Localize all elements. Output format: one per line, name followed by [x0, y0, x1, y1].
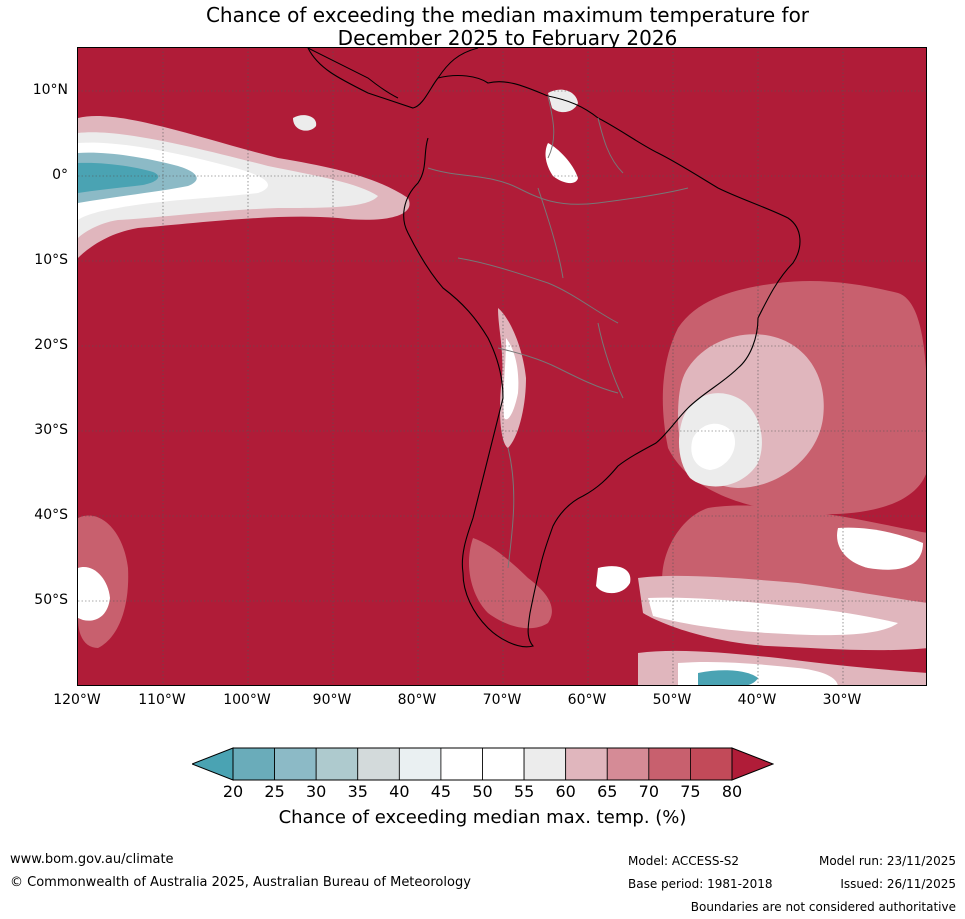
colorbar-cell — [232, 747, 275, 781]
lat-label-30s: 30°S — [34, 422, 68, 438]
lat-label-20s: 20°S — [34, 337, 68, 353]
country-borders — [427, 95, 689, 569]
colorbar-tick-label: 60 — [555, 782, 576, 801]
colorbar-cell — [690, 747, 733, 781]
colorbar-tick-label: 65 — [597, 782, 618, 801]
colorbar-cell — [482, 747, 525, 781]
map-panel[interactable] — [77, 47, 927, 686]
lon-label-80w: 80°W — [397, 692, 437, 708]
colorbar-cell — [648, 747, 691, 781]
lon-label-40w: 40°W — [737, 692, 777, 708]
central-america-coastline — [307, 48, 479, 99]
colorbar-cell — [357, 747, 400, 781]
footer-model: Model: ACCESS-S2 — [628, 854, 740, 868]
south-america-coastline — [307, 48, 801, 648]
graticule — [78, 48, 926, 685]
colorbar-cell — [565, 747, 608, 781]
lat-label-10n: 10°N — [32, 82, 68, 98]
lon-label-90w: 90°W — [312, 692, 352, 708]
colorbar-tick-label: 50 — [472, 782, 493, 801]
map-canvas — [78, 48, 926, 685]
lon-label-50w: 50°W — [652, 692, 692, 708]
colorbar-tick-label: 40 — [389, 782, 410, 801]
lat-label-40s: 40°S — [34, 507, 68, 523]
lat-label-50s: 50°S — [34, 592, 68, 608]
colorbar-label: Chance of exceeding median max. temp. (%… — [278, 807, 687, 828]
lon-label-70w: 70°W — [482, 692, 522, 708]
colorbar — [192, 747, 774, 781]
colorbar-tick-label: 35 — [347, 782, 368, 801]
lon-label-60w: 60°W — [567, 692, 607, 708]
colorbar-cell — [315, 747, 359, 781]
lon-label-100w: 100°W — [223, 692, 271, 708]
colorbar-tick-label: 75 — [680, 782, 701, 801]
colorbar-low-arrow — [192, 747, 234, 781]
colorbar-tick-label: 30 — [305, 782, 327, 801]
colorbar-cell — [440, 747, 483, 781]
map-title: Chance of exceeding the median maximum t… — [0, 4, 965, 50]
footer-model-run: Model run: 23/11/2025 — [818, 854, 956, 868]
colorbar-cell — [523, 747, 567, 781]
colorbar-cell — [606, 747, 650, 781]
colorbar-tick-label: 80 — [721, 782, 743, 801]
andes-anomaly — [78, 89, 578, 648]
colorbar-frame — [232, 747, 733, 781]
colorbar-tick-label: 55 — [513, 782, 535, 801]
lat-label-0: 0° — [52, 167, 68, 183]
footer-base-period: Base period: 1981-2018 — [628, 877, 773, 891]
colorbar-tick-label: 20 — [222, 782, 244, 801]
footer-url[interactable]: www.bom.gov.au/climate — [10, 852, 174, 867]
lon-label-110w: 110°W — [138, 692, 186, 708]
colorbar-tick-label: 45 — [430, 782, 452, 801]
colorbar-tick-label: 25 — [264, 782, 285, 801]
footer-copyright: © Commonwealth of Australia 2025, Austra… — [10, 875, 471, 890]
footer-disclaimer: Boundaries are not considered authoritat… — [690, 900, 956, 914]
atlantic-anomaly — [596, 281, 926, 685]
footer-issued: Issued: 26/11/2025 — [840, 877, 956, 891]
colorbar-cell — [274, 747, 317, 781]
colorbar-cell — [398, 747, 442, 781]
title-line-1: Chance of exceeding the median maximum t… — [205, 3, 810, 27]
lat-label-10s: 10°S — [34, 252, 68, 268]
lon-label-30w: 30°W — [822, 692, 862, 708]
pacific-anomaly — [78, 115, 410, 258]
lon-label-120w: 120°W — [53, 692, 101, 708]
colorbar-tick-label: 70 — [638, 782, 659, 801]
title-line-2: December 2025 to February 2026 — [337, 26, 678, 50]
colorbar-high-arrow — [731, 747, 774, 781]
